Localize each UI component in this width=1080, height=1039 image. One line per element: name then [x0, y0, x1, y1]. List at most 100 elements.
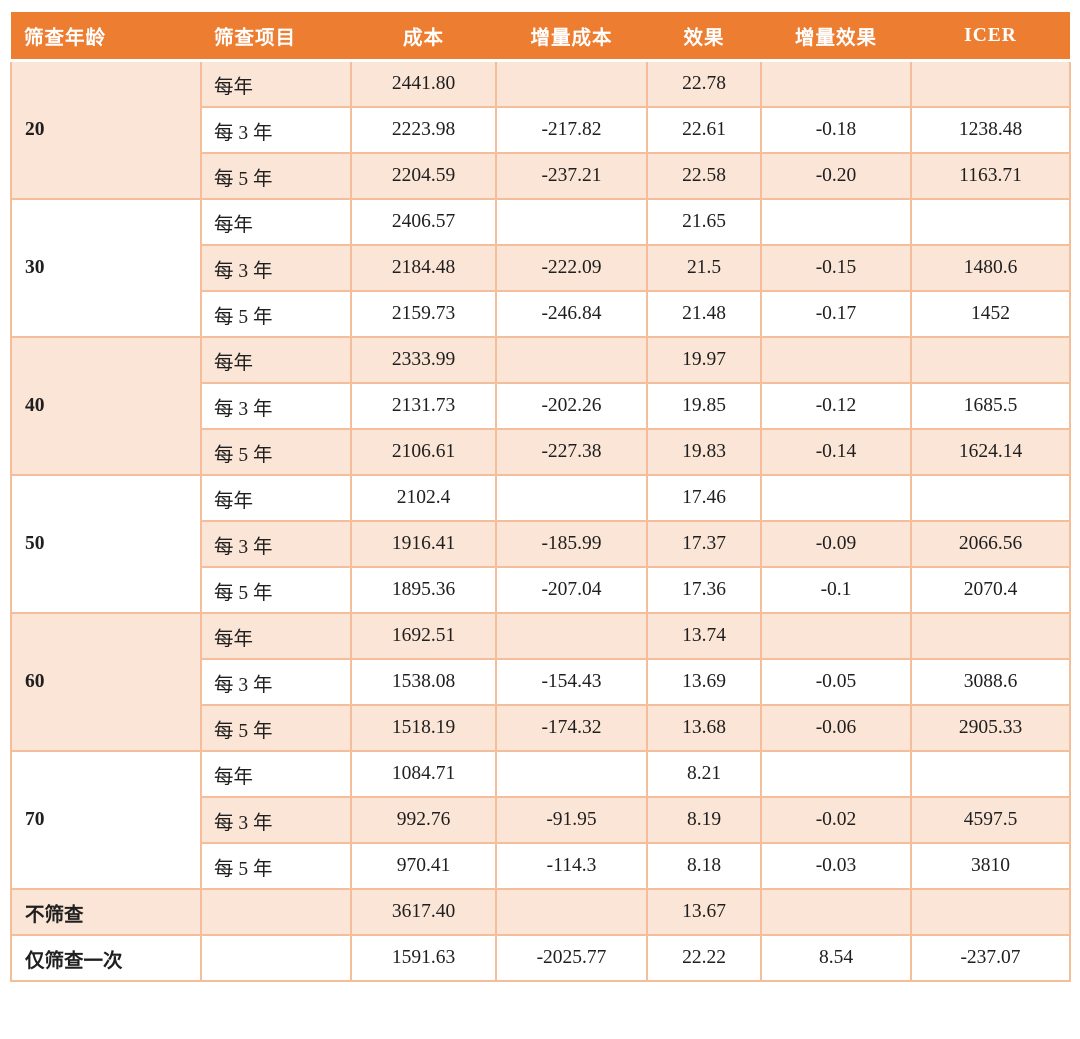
cell-incremental-cost: [495, 198, 648, 246]
cell-screening-item: 每 5 年: [200, 290, 352, 338]
cell-screening-item: 每 5 年: [200, 428, 352, 476]
cell-effect: 22.61: [646, 106, 762, 154]
cell-icer: 2066.56: [910, 520, 1071, 568]
table-row: 50 每年 2102.4 17.46: [10, 474, 1071, 614]
cell-effect: 22.78: [646, 59, 762, 108]
table-row: 每 5 年 1518.19 -174.32 13.68 -0.06 2905.33: [11, 704, 1071, 752]
cell-incremental-cost: -2025.77: [495, 934, 648, 982]
cell-cost: 1591.63: [350, 934, 497, 982]
cell-screening-item: 每 3 年: [200, 658, 352, 706]
cell-screening-item: 每 3 年: [200, 796, 352, 844]
cell-effect: 19.85: [646, 382, 762, 430]
cell-icer: -237.07: [910, 934, 1071, 982]
table-row: 不筛查 3617.40 13.67: [10, 888, 1071, 936]
cell-effect: 21.5: [646, 244, 762, 292]
cell-effect: 13.68: [646, 704, 762, 752]
cell-effect: 13.74: [646, 612, 762, 660]
cell-effect: 22.22: [646, 934, 762, 982]
table-row: 70 每年 1084.71 8.21: [10, 750, 1071, 890]
cell-icer: 1685.5: [910, 382, 1071, 430]
table-row: 每 5 年 2106.61 -227.38 19.83 -0.14 1624.14: [11, 428, 1071, 476]
table-row: 每 5 年 1895.36 -207.04 17.36 -0.1 2070.4: [11, 566, 1071, 614]
header-screening-item: 筛查项目: [201, 12, 351, 62]
table-row: 每 3 年 2131.73 -202.26 19.85 -0.12 1685.5: [11, 382, 1071, 430]
cell-screening-item: 每年: [200, 612, 352, 660]
cell-icer: 4597.5: [910, 796, 1071, 844]
cell-screening-item: 每 3 年: [200, 106, 352, 154]
cell-screening-item: 每 3 年: [200, 244, 352, 292]
cell-icer: 3088.6: [910, 658, 1071, 706]
cell-cost: 2223.98: [350, 106, 497, 154]
cell-cost: 1692.51: [350, 612, 497, 660]
cell-incremental-effect: [760, 612, 912, 660]
cell-cost: 3617.40: [350, 888, 497, 936]
header-row: 筛查年龄 筛查项目 成本 增量成本 效果 增量效果 ICER: [11, 12, 1070, 62]
cell-incremental-effect: -0.20: [760, 152, 912, 200]
cell-incremental-effect: -0.18: [760, 106, 912, 154]
cell-incremental-cost: -222.09: [495, 244, 648, 292]
cell-incremental-effect: -0.14: [760, 428, 912, 476]
table-row: 每 3 年 1916.41 -185.99 17.37 -0.09 2066.56: [11, 520, 1071, 568]
cell-incremental-cost: [495, 59, 648, 108]
cell-incremental-cost: -91.95: [495, 796, 648, 844]
cell-icer: [910, 612, 1071, 660]
cell-incremental-effect: [760, 336, 912, 384]
cell-screening-item: 每 5 年: [200, 842, 352, 890]
cell-effect: 8.19: [646, 796, 762, 844]
cell-icer: 3810: [910, 842, 1071, 890]
cell-effect: 22.58: [646, 152, 762, 200]
header-incremental-effect: 增量效果: [761, 12, 911, 62]
icer-table: 筛查年龄 筛查项目 成本 增量成本 效果 增量效果 ICER 20 每年 2441.…: [10, 12, 1071, 982]
cell-screening-item: 每年: [200, 336, 352, 384]
cell-icer: 1624.14: [910, 428, 1071, 476]
table-row: 每 5 年 2159.73 -246.84 21.48 -0.17 1452: [11, 290, 1071, 338]
cell-incremental-effect: -0.12: [760, 382, 912, 430]
cell-screening-age: 20: [10, 59, 202, 200]
header-icer: ICER: [911, 12, 1070, 62]
table-row: 每 3 年 992.76 -91.95 8.19 -0.02 4597.5: [11, 796, 1071, 844]
cell-effect: 19.97: [646, 336, 762, 384]
cell-cost: 2131.73: [350, 382, 497, 430]
cell-screening-item: 每年: [200, 198, 352, 246]
cell-icer: 1238.48: [910, 106, 1071, 154]
cell-incremental-effect: -0.03: [760, 842, 912, 890]
table-row: 每 5 年 2204.59 -237.21 22.58 -0.20 1163.71: [11, 152, 1071, 200]
header-incremental-cost: 增量成本: [496, 12, 647, 62]
cell-cost: 970.41: [350, 842, 497, 890]
cell-incremental-cost: [495, 888, 648, 936]
cell-screening-item: 每 3 年: [200, 520, 352, 568]
cell-effect: 19.83: [646, 428, 762, 476]
cell-screening-age: 不筛查: [10, 888, 202, 936]
cell-screening-item: 每年: [200, 59, 352, 108]
cell-screening-item: [200, 888, 352, 936]
header-effect: 效果: [647, 12, 761, 62]
cell-icer: [910, 750, 1071, 798]
cell-incremental-cost: -202.26: [495, 382, 648, 430]
table-row: 仅筛查一次 1591.63 -2025.77 22.22 8.54 -237.07: [10, 934, 1071, 982]
cell-cost: 1895.36: [350, 566, 497, 614]
cell-icer: [910, 474, 1071, 522]
cell-screening-age: 30: [10, 198, 202, 338]
header-cost: 成本: [351, 12, 496, 62]
cell-cost: 1518.19: [350, 704, 497, 752]
cell-cost: 1084.71: [350, 750, 497, 798]
table-container: 筛查年龄 筛查项目 成本 增量成本 效果 增量效果 ICER 20 每年 2441.…: [10, 12, 1071, 982]
cell-effect: 21.48: [646, 290, 762, 338]
table-row: 每 5 年 970.41 -114.3 8.18 -0.03 3810: [11, 842, 1071, 890]
cell-incremental-cost: -237.21: [495, 152, 648, 200]
cell-incremental-effect: -0.02: [760, 796, 912, 844]
cell-effect: 17.37: [646, 520, 762, 568]
cell-screening-age: 50: [10, 474, 202, 614]
cell-cost: 2406.57: [350, 198, 497, 246]
cell-incremental-cost: -207.04: [495, 566, 648, 614]
cell-incremental-cost: -174.32: [495, 704, 648, 752]
cell-effect: 13.67: [646, 888, 762, 936]
cell-screening-item: 每年: [200, 474, 352, 522]
cell-screening-item: 每 5 年: [200, 566, 352, 614]
cell-incremental-effect: -0.17: [760, 290, 912, 338]
cell-incremental-cost: [495, 750, 648, 798]
cell-cost: 992.76: [350, 796, 497, 844]
cell-screening-age: 40: [10, 336, 202, 476]
cell-icer: [910, 198, 1071, 246]
cell-cost: 1916.41: [350, 520, 497, 568]
